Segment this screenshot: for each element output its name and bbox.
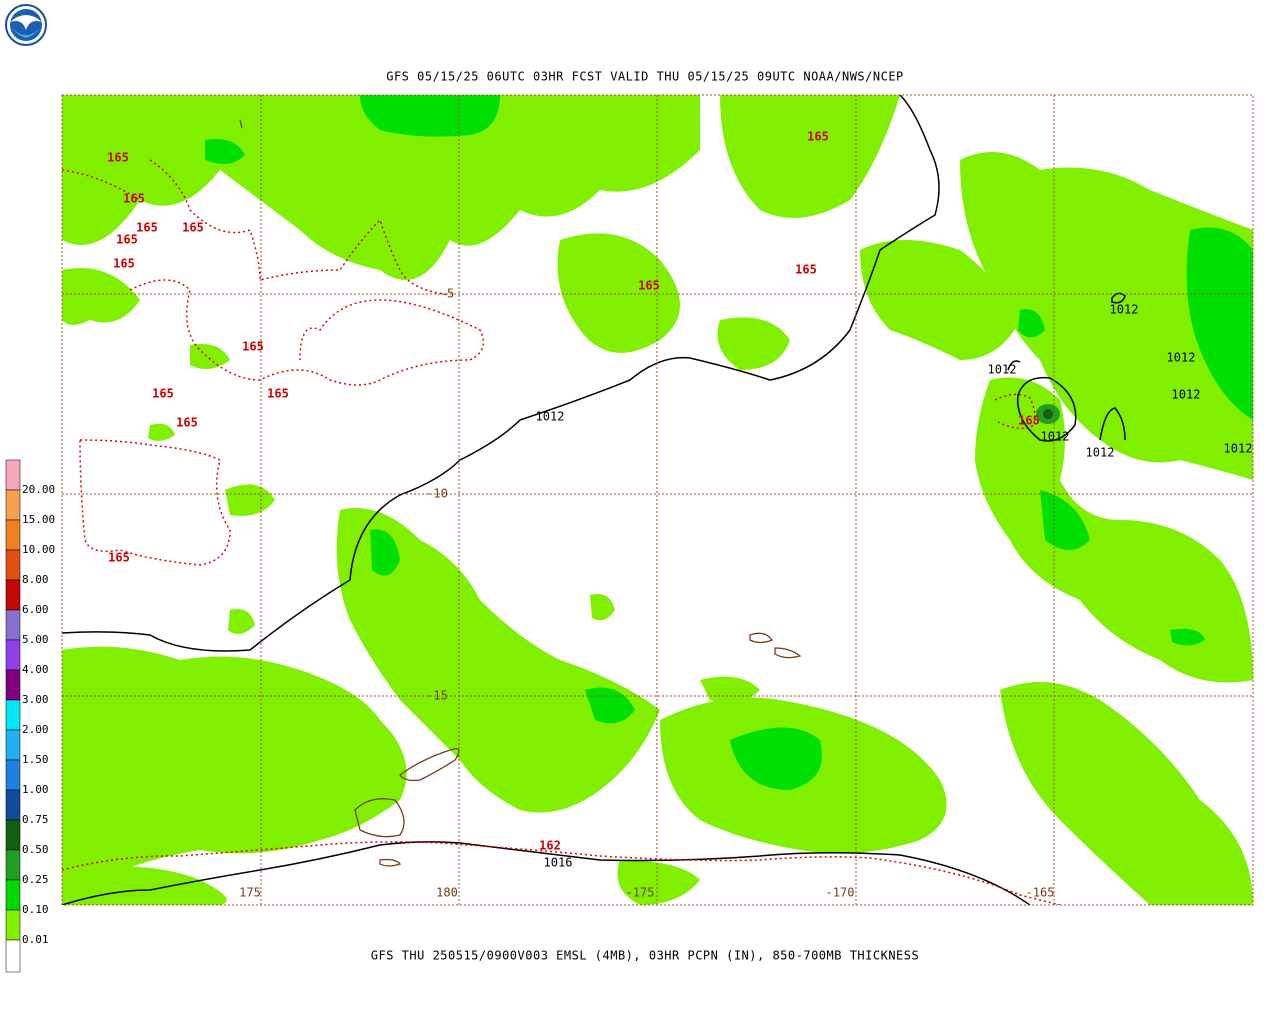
colorbar-label: 3.00 [22,693,49,706]
colorbar-label: 0.75 [22,813,49,826]
colorbar-swatch [5,579,21,611]
thickness-label: 165 [638,279,660,293]
thickness-label: 165 [1018,414,1040,428]
colorbar-swatch [5,759,21,791]
colorbar-swatch [5,849,21,881]
colorbar-label: 5.00 [22,633,49,646]
map-caption: GFS THU 250515/0900V003 EMSL (4MB), 03HR… [371,949,919,963]
thickness-label: 165 [807,130,829,144]
precip-medium [205,95,1253,790]
thickness-label: 165 [267,387,289,401]
isobar-label: 1012 [988,363,1017,377]
isobar-label: 1012 [1172,388,1201,402]
colorbar-label: 0.01 [22,933,49,946]
colorbar-swatch [5,939,21,973]
thickness-label: 165 [152,387,174,401]
colorbar-label: 0.50 [22,843,49,856]
longitude-label: 180 [436,886,458,900]
thickness-contours [62,159,1061,905]
thickness-label: 165 [795,263,817,277]
noaa-logo [5,4,47,46]
thickness-label: 165 [113,257,135,271]
longitude-label: 175 [239,886,261,900]
coastlines [239,119,802,867]
colorbar-label: 1.50 [22,753,49,766]
colorbar: 20.00 15.00 10.00 8.00 6.00 5.00 4.00 3.00 2.00 1… [5,459,55,973]
colorbar-label: 6.00 [22,603,49,616]
thickness-label: 162 [539,839,561,853]
map-title: GFS 05/15/25 06UTC 03HR FCST VALID THU 0… [386,70,904,84]
thickness-label: 165 [116,233,138,247]
latitude-label: -5 [440,287,454,301]
colorbar-label: 0.25 [22,873,49,886]
colorbar-label: 1.00 [22,783,49,796]
colorbar-swatch [5,549,21,581]
thickness-label: 165 [136,221,158,235]
longitude-label: -165 [1026,886,1055,900]
thickness-label: 165 [176,416,198,430]
isobar-label: 1012 [1041,430,1070,444]
latitude-label: -10 [426,487,448,501]
colorbar-label: 20.00 [22,483,55,496]
colorbar-label: 2.00 [22,723,49,736]
colorbar-swatch [5,519,21,551]
thickness-label: 165 [123,192,145,206]
isobar-label: 1012 [1086,446,1115,460]
isobar-label: 1012 [536,410,565,424]
colorbar-label: 15.00 [22,513,55,526]
colorbar-label: 10.00 [22,543,55,556]
colorbar-swatch [5,819,21,851]
thickness-label: 165 [182,221,204,235]
colorbar-swatch [5,729,21,761]
thickness-label: 165 [107,151,129,165]
colorbar-swatch [5,669,21,701]
longitude-label: -175 [626,886,655,900]
colorbar-swatch [5,789,21,821]
isobar-label: 1012 [1167,351,1196,365]
thickness-label: 165 [242,340,264,354]
precip-core [1043,409,1053,419]
colorbar-swatch [5,699,21,731]
latitude-label: -15 [426,689,448,703]
grid [61,94,1254,906]
colorbar-swatch [5,879,21,911]
map-area [62,95,1253,905]
isobar-label: 1012 [1224,442,1253,456]
colorbar-swatch [5,489,21,521]
colorbar-swatch [5,909,21,941]
colorbar-label: 0.10 [22,903,49,916]
colorbar-swatch [5,459,21,491]
colorbar-swatch [5,639,21,671]
thickness-label: 165 [108,551,130,565]
colorbar-swatch [5,609,21,641]
colorbar-label: 4.00 [22,663,49,676]
labels: -5 -10 -15 175 180 -175 -170 -165 1012 1012 1012 10… [107,130,1252,900]
isobar-label: 1016 [544,856,573,870]
longitude-label: -170 [826,886,855,900]
colorbar-label: 8.00 [22,573,49,586]
isobar-label: 1012 [1110,303,1139,317]
